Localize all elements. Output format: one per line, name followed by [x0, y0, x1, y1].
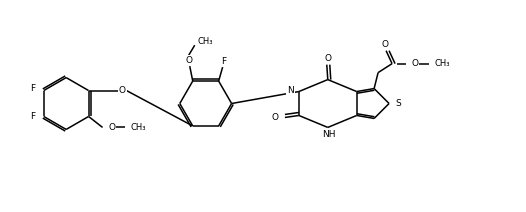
Text: F: F	[221, 57, 226, 66]
Text: O: O	[185, 56, 192, 65]
Text: O: O	[119, 86, 126, 95]
Text: CH₃: CH₃	[130, 123, 146, 132]
Text: N: N	[287, 86, 294, 95]
Text: O: O	[381, 40, 389, 49]
Text: CH₃: CH₃	[434, 59, 450, 68]
Text: O: O	[271, 113, 278, 122]
Text: NH: NH	[322, 130, 336, 139]
Text: F: F	[29, 112, 35, 121]
Text: O: O	[325, 54, 331, 63]
Text: CH₃: CH₃	[198, 37, 213, 46]
Text: S: S	[396, 99, 401, 108]
Text: F: F	[29, 84, 35, 93]
Text: O: O	[411, 59, 419, 68]
Text: O: O	[108, 123, 115, 132]
